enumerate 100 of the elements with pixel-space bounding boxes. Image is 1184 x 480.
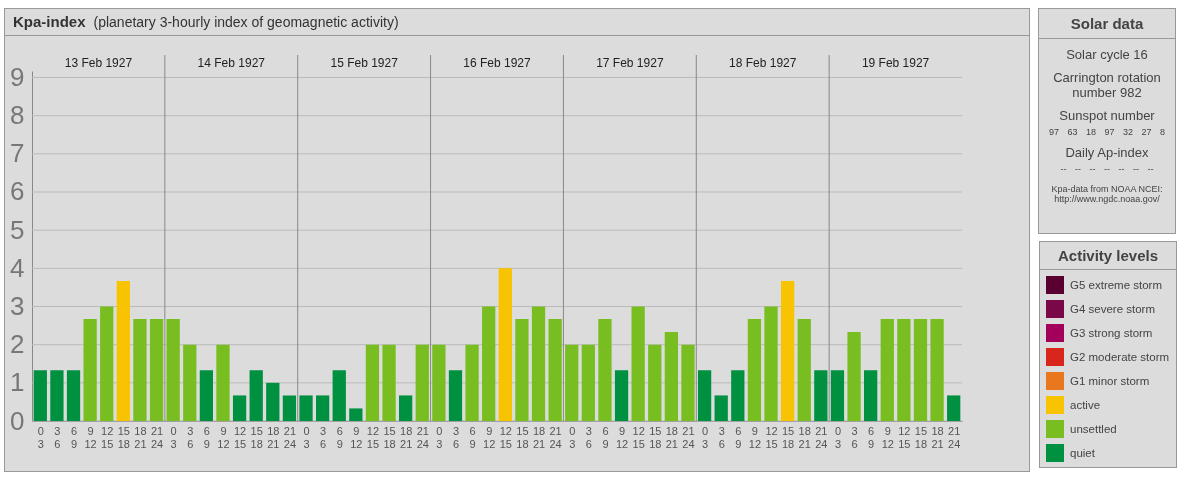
text: Daily Ap-index xyxy=(1064,145,1150,160)
x-tick-label: 9 12 xyxy=(217,424,230,450)
x-tick-label: 0 3 xyxy=(303,424,310,450)
bar xyxy=(880,319,894,421)
x-tick-label: 12 15 xyxy=(499,424,512,450)
bar xyxy=(797,319,811,421)
x-tick-label: 15 18 xyxy=(117,424,130,450)
x-tick-label: 18 21 xyxy=(267,424,280,450)
x-tick-label: 9 12 xyxy=(748,424,762,450)
x-tick-label: 21 24 xyxy=(549,424,562,450)
bar xyxy=(814,370,828,421)
text: http://www.ngdc.noaa.gov/ xyxy=(1053,194,1161,204)
bar xyxy=(614,370,629,421)
x-tick-label: 6 9 xyxy=(469,424,476,450)
chart-title: Kpa-index xyxy=(13,13,86,30)
bar xyxy=(199,370,214,421)
x-tick-label: 3 6 xyxy=(452,424,460,450)
x-tick-label: 18 21 xyxy=(798,424,811,450)
x-tick-label: 9 12 xyxy=(881,424,894,450)
x-tick-label: 0 3 xyxy=(170,424,177,450)
x-tick-label: 21 24 xyxy=(948,424,961,450)
bar xyxy=(448,370,463,421)
x-tick-label: 12 15 xyxy=(233,424,247,450)
x-tick-label: 18 21 xyxy=(134,424,147,450)
bar xyxy=(482,306,496,421)
bar xyxy=(166,319,180,421)
bar xyxy=(581,344,595,421)
bar xyxy=(100,306,114,421)
x-tick-label: 21 24 xyxy=(815,424,828,450)
bar xyxy=(764,306,778,421)
text: 19 Feb 1927 xyxy=(861,56,930,70)
text: Solar cycle 16 xyxy=(1065,47,1149,62)
bar xyxy=(249,370,263,421)
x-tick-label: 15 18 xyxy=(516,424,529,450)
legend-label: G1 minor storm xyxy=(1070,374,1150,387)
bar xyxy=(33,370,47,421)
bar xyxy=(299,395,313,421)
x-tick-label: 12 15 xyxy=(765,424,778,450)
x-tick-label: 3 6 xyxy=(320,424,327,450)
bar xyxy=(315,395,330,421)
x-tick-label: 0 3 xyxy=(37,424,44,450)
bar xyxy=(631,306,645,421)
x-tick-label: 12 15 xyxy=(366,424,380,450)
text: Solar data xyxy=(1039,9,1175,39)
bar xyxy=(913,319,928,421)
x-tick-label: 18 21 xyxy=(400,424,413,450)
x-tick-label: 21 24 xyxy=(416,424,429,450)
legend-label: active xyxy=(1070,398,1101,411)
text: -- -- -- -- -- -- -- xyxy=(1059,164,1155,174)
text: Sunspot number xyxy=(1058,108,1156,123)
x-tick-label: 0 3 xyxy=(436,424,443,450)
bar xyxy=(415,344,429,421)
bar xyxy=(465,344,479,421)
y-tick-label: 6 xyxy=(10,176,25,207)
bar xyxy=(864,370,878,421)
bar xyxy=(780,280,795,421)
x-tick-label: 9 12 xyxy=(483,424,496,450)
x-tick-label: 9 12 xyxy=(350,424,363,450)
legend-label: G2 moderate storm xyxy=(1070,350,1170,363)
x-tick-label: 6 9 xyxy=(735,424,742,450)
bar xyxy=(382,344,396,421)
bar xyxy=(282,395,297,421)
bar xyxy=(565,344,579,421)
bar xyxy=(731,370,745,421)
x-tick-label: 0 3 xyxy=(702,424,709,450)
x-tick-label: 9 12 xyxy=(84,424,97,450)
x-tick-label: 6 9 xyxy=(336,424,343,450)
bar xyxy=(930,319,944,421)
legend-label: quiet xyxy=(1070,446,1095,459)
text: 16 Feb 1927 xyxy=(463,56,532,70)
legend-label: G4 severe storm xyxy=(1070,302,1155,315)
chart-subtitle: (planetary 3-hourly index of geomagnetic activity) xyxy=(93,14,399,30)
bar xyxy=(266,382,280,421)
text: 13 Feb 1927 xyxy=(64,56,133,70)
legend-label: unsettled xyxy=(1070,422,1117,435)
text: Carrington rotation number 982 xyxy=(1052,70,1162,100)
text: Kpa-data from NOAA NCEI: xyxy=(1050,184,1164,194)
bar xyxy=(598,319,612,421)
bar xyxy=(697,370,712,421)
bar xyxy=(747,319,762,421)
bar xyxy=(66,370,81,421)
bar xyxy=(531,306,546,421)
bar xyxy=(947,395,961,421)
bar xyxy=(232,395,247,421)
bar xyxy=(432,344,446,421)
x-tick-label: 6 9 xyxy=(70,424,78,450)
x-tick-label: 21 24 xyxy=(682,424,695,450)
x-tick-label: 3 6 xyxy=(851,424,858,450)
text: 97 63 18 97 32 27 8 xyxy=(1047,127,1167,137)
x-tick-label: 18 21 xyxy=(931,424,944,450)
bar xyxy=(50,370,64,421)
text: 15 Feb 1927 xyxy=(330,56,399,70)
x-tick-label: 0 3 xyxy=(834,424,842,450)
y-tick-label: 5 xyxy=(10,214,25,245)
bar xyxy=(830,370,845,421)
legend-label: G5 extreme storm xyxy=(1070,278,1163,291)
x-tick-label: 3 6 xyxy=(187,424,194,450)
bar xyxy=(897,319,911,421)
bar xyxy=(149,319,164,421)
bar xyxy=(515,319,529,421)
